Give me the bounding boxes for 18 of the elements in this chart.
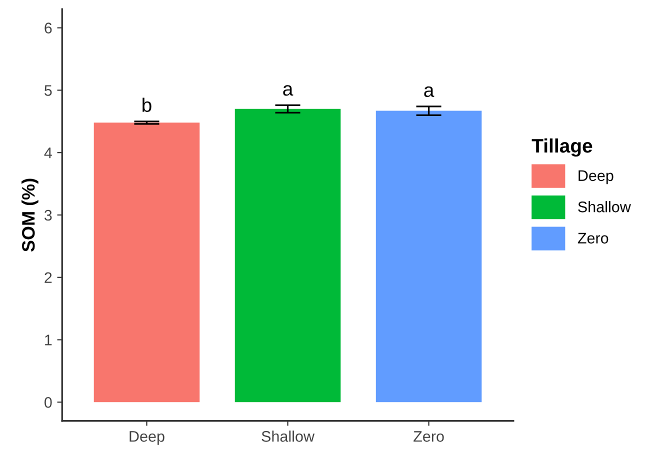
annotation: b (142, 98, 152, 112)
legend-label: Shallow (578, 201, 631, 212)
legend-label: Zero (578, 232, 608, 244)
x-tick-label: Deep (130, 431, 164, 445)
y-tick-label: 2 (44, 272, 52, 283)
legend-title: Tillage (532, 138, 592, 157)
legend-label: Deep (578, 170, 614, 184)
annotation: a (283, 85, 294, 96)
x-tick-label: Zero (414, 431, 444, 442)
y-tick-label: 5 (44, 85, 52, 96)
y-tick-label: 1 (45, 334, 52, 346)
x-tick-label: Shallow (262, 430, 315, 442)
y-tick-label: 3 (44, 210, 52, 221)
y-tick-label: 0 (44, 397, 52, 408)
y-tick-label: 4 (44, 148, 52, 158)
annotation: a (424, 86, 434, 98)
y-axis-title: SOM (%) (22, 178, 38, 252)
y-tick-label: 6 (44, 22, 52, 34)
